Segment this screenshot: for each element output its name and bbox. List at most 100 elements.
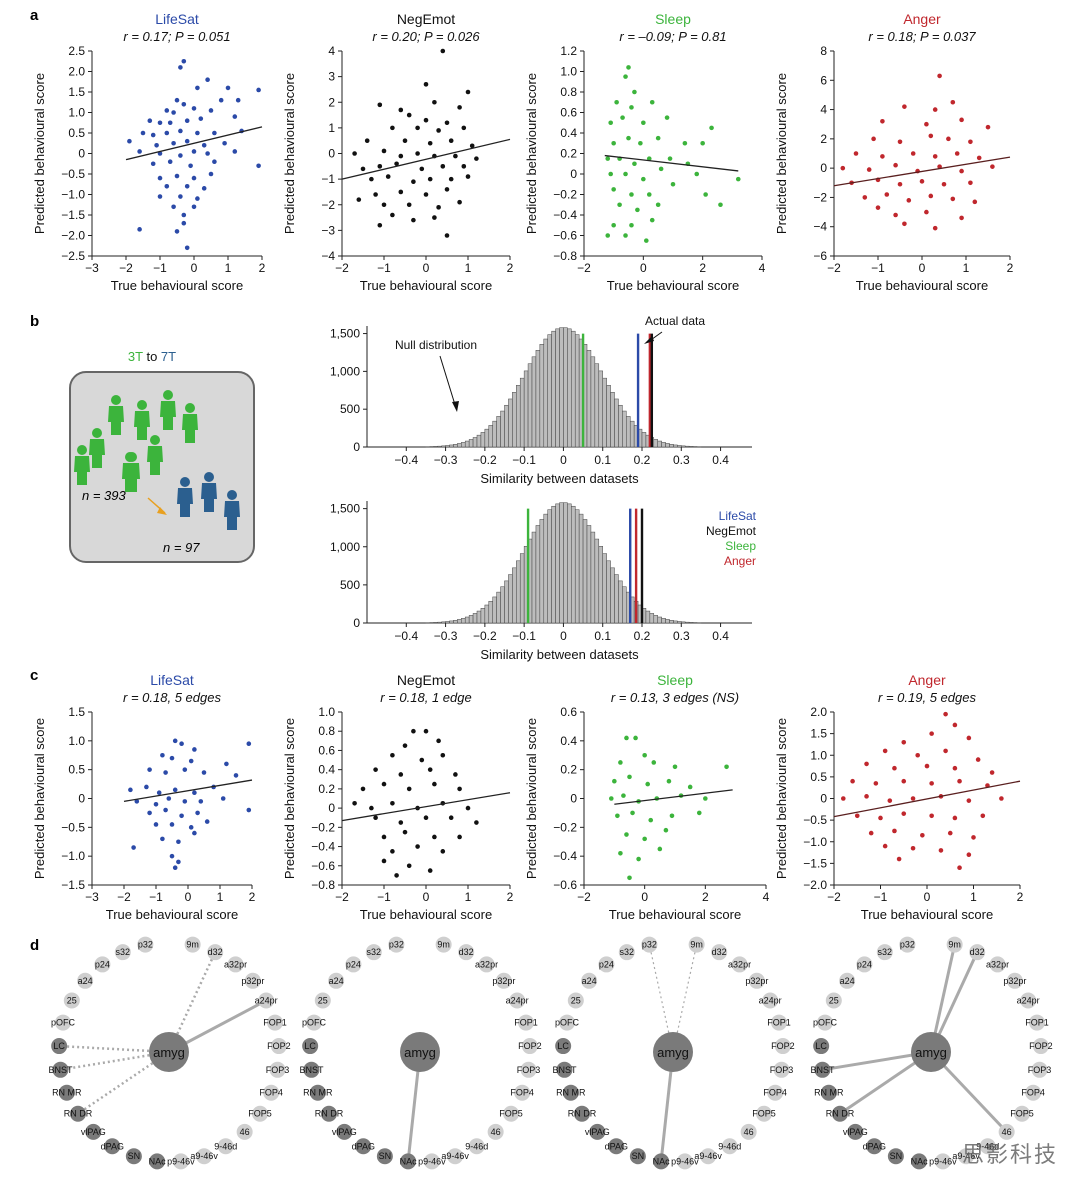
data-point [627, 774, 632, 780]
data-point [191, 149, 197, 154]
node-a32pr [731, 956, 748, 973]
node-label: FOP5 [248, 1109, 272, 1119]
data-point [615, 813, 620, 819]
data-point [884, 192, 890, 197]
legend-anger: Anger [724, 554, 756, 568]
hist-bar [614, 398, 619, 448]
data-point [222, 140, 227, 146]
hist-bar [673, 620, 678, 624]
node-46 [740, 1123, 757, 1140]
data-point [868, 830, 874, 836]
panel-label-c: c [30, 667, 38, 684]
person-body [147, 446, 163, 475]
y-tick-label: 0.2 [318, 782, 335, 796]
x-tick-label: 2 [507, 890, 514, 904]
node-lc [555, 1038, 572, 1055]
y-tick-label: 4 [328, 44, 335, 58]
node-d32 [711, 944, 728, 961]
x-tick-label: −2 [335, 890, 349, 904]
x-tick-label: −2 [827, 261, 841, 275]
y-tick-label: 500 [340, 578, 360, 592]
data-point [896, 856, 902, 862]
data-point [172, 865, 178, 870]
data-point [893, 212, 898, 218]
node-label: a32pr [728, 959, 751, 969]
data-point [352, 151, 357, 156]
hist-bar [464, 616, 470, 624]
node-label: LC [815, 1041, 827, 1051]
chart-title: Anger [903, 11, 941, 27]
data-point [423, 728, 429, 734]
data-point [150, 161, 156, 167]
data-point [179, 741, 184, 747]
data-point [427, 767, 433, 772]
hist-bar [488, 600, 493, 624]
data-point [195, 130, 200, 136]
hist-bar [586, 525, 592, 624]
node-fop3 [773, 1061, 790, 1078]
node-label: p24 [599, 959, 614, 969]
data-point [999, 796, 1004, 801]
node-sn [887, 1148, 904, 1165]
y-tick-label: −1.0 [61, 849, 85, 863]
node-46 [998, 1123, 1015, 1140]
node-label: p24 [346, 959, 361, 969]
y-tick-label: 500 [340, 402, 360, 416]
data-point [924, 763, 930, 769]
data-point [171, 204, 176, 210]
hist-bar [433, 446, 438, 448]
y-tick-label: −2 [813, 190, 827, 204]
node-label: p9-46v [167, 1156, 195, 1166]
hist-bar [571, 330, 576, 448]
data-point [875, 205, 881, 210]
hist-bar [461, 442, 466, 448]
edge-lc [59, 1044, 170, 1054]
data-point [169, 853, 175, 859]
node-label: s32 [367, 947, 382, 957]
legend-sleep: Sleep [725, 539, 756, 553]
y-tick-label: −0.2 [553, 188, 577, 202]
x-tick-label: −0.2 [473, 453, 497, 467]
data-point [609, 796, 614, 801]
data-point [633, 735, 638, 741]
data-point [700, 140, 705, 146]
data-point [179, 813, 184, 819]
y-tick-label: 1.5 [68, 85, 85, 99]
data-point [636, 856, 641, 862]
data-point [427, 176, 433, 182]
hist-bar [441, 445, 446, 448]
node-fop4 [767, 1084, 784, 1101]
node-a24pr [762, 992, 779, 1009]
y-tick-label: −1.5 [61, 208, 85, 222]
x-tick-label: 1 [963, 261, 970, 275]
node-label: FOP2 [267, 1041, 291, 1051]
hist-bar [449, 444, 454, 448]
node-label: 25 [829, 995, 839, 1005]
data-point [377, 102, 383, 108]
y-tick-label: 1.2 [560, 44, 577, 58]
data-point [626, 65, 631, 70]
data-point [394, 873, 399, 878]
data-point [427, 868, 433, 873]
hist-bar [449, 620, 454, 624]
person-head [227, 490, 237, 500]
data-point [373, 767, 378, 772]
node-label: p32pr [745, 976, 768, 986]
chart-a1: −3 −2 −1 0 1 2 −2.5 −2.0 −1.5 −1.0 −0.5 0 0.5 1.0 1.5 2… [32, 11, 266, 293]
node-label: RN DR [826, 1109, 855, 1119]
node-label: pOFC [813, 1018, 838, 1028]
hub-label: amyg [153, 1045, 185, 1060]
node-d32 [458, 944, 475, 961]
data-point [649, 217, 655, 223]
hist-bar [441, 621, 446, 624]
data-point [966, 798, 972, 803]
x-tick-label: 1 [225, 261, 232, 275]
node-pofc [559, 1014, 576, 1031]
y-tick-label: 1.0 [560, 65, 577, 79]
x-tick-label: −1 [377, 890, 391, 904]
x-axis-label: True behavioural score [607, 278, 739, 293]
hist-bar [433, 622, 438, 624]
data-point [943, 748, 948, 754]
data-point [127, 138, 132, 144]
edge-bnst [60, 1050, 170, 1072]
